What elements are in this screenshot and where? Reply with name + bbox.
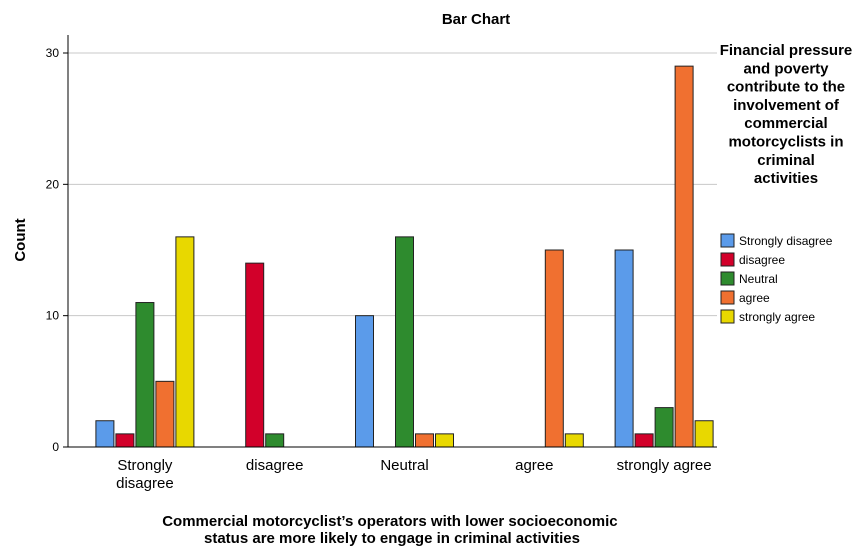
bar	[355, 315, 374, 448]
bar	[654, 407, 674, 448]
y-tick-label: 30	[46, 46, 60, 60]
y-tick-label: 20	[46, 177, 60, 191]
legend-swatch	[720, 309, 735, 324]
bar	[95, 420, 115, 448]
legend-swatch	[720, 271, 735, 286]
x-tick-label: Neutral	[380, 457, 428, 474]
x-tick-label: disagree	[246, 457, 304, 474]
x-axis-title-line-1: Commercial motorcyclist’s operators with…	[162, 513, 617, 530]
bar	[614, 249, 634, 448]
bar	[634, 433, 654, 448]
bar	[135, 302, 155, 448]
bar	[564, 433, 584, 448]
y-tick-label: 0	[52, 440, 59, 454]
legend-label: Strongly disagree	[739, 234, 833, 248]
bar	[175, 236, 195, 448]
legend-title: Financial pressure and poverty contribute …	[720, 42, 853, 187]
bar	[245, 262, 265, 448]
x-tick-label: agree	[515, 457, 553, 474]
legend-swatch	[720, 290, 735, 305]
bar	[395, 236, 414, 448]
bar	[265, 433, 285, 448]
bar	[415, 433, 434, 448]
bar	[674, 65, 694, 448]
x-tick-label: Strongly disagree	[116, 457, 174, 492]
y-tick-label: 10	[46, 309, 60, 323]
bar	[115, 433, 135, 448]
legend-label: agree	[739, 291, 770, 305]
bar	[544, 249, 564, 448]
legend-swatch	[720, 233, 735, 248]
legend-label: disagree	[739, 253, 785, 267]
bar	[155, 380, 175, 448]
bar	[435, 433, 454, 448]
legend: Strongly disagree disagree Neutral agree str…	[720, 233, 833, 324]
y-axis-title: Count	[12, 218, 29, 261]
bars	[95, 65, 714, 448]
x-tick-label: strongly agree	[617, 457, 712, 474]
legend-label: Neutral	[739, 272, 778, 286]
legend-swatch	[720, 252, 735, 267]
x-axis-title-line-2: status are more likely to engage in crim…	[204, 530, 580, 547]
chart-title: Bar Chart	[442, 11, 510, 28]
bar	[694, 420, 714, 448]
axes: 0 10 20 30 Strongly disagree disagree Neutral ag…	[46, 35, 717, 492]
legend-label: strongly agree	[739, 310, 815, 324]
x-axis-title: Commercial motorcyclist’s operators with…	[162, 513, 622, 547]
